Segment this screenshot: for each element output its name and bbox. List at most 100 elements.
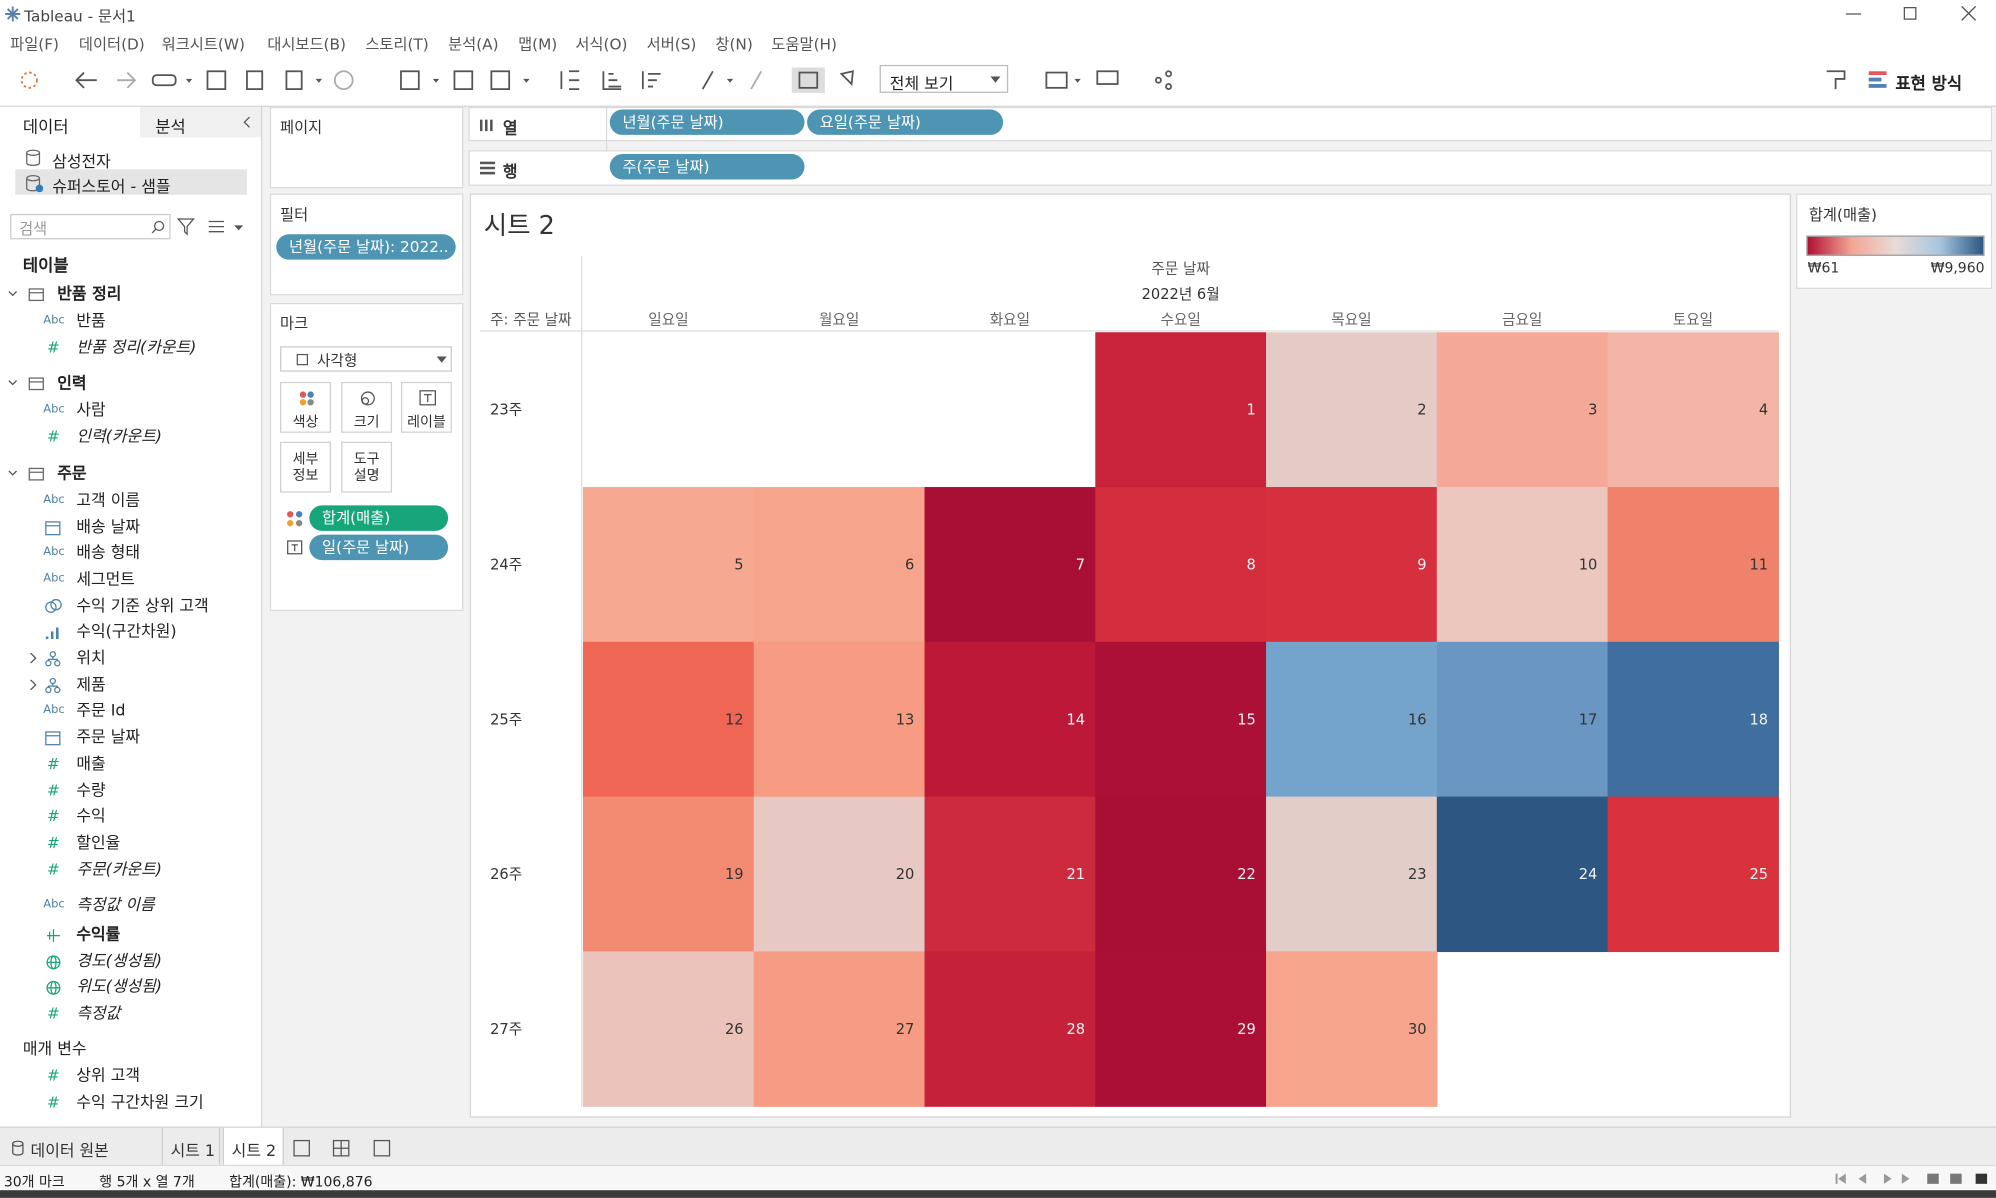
- field-type-icon: #: [47, 807, 60, 826]
- heatmap-cell: [1266, 332, 1438, 488]
- rows-icon: [479, 161, 496, 175]
- field[interactable]: # 인력(카운트): [0, 424, 255, 449]
- heatmap-cell: [1436, 487, 1609, 643]
- day-label: 22: [1237, 866, 1256, 883]
- field[interactable]: Abc 반품: [0, 308, 255, 333]
- show-me-label[interactable]: 표현 방식: [1895, 75, 1963, 95]
- field-type-icon: #: [47, 1092, 60, 1111]
- new-sheet-buttons[interactable]: [290, 1137, 405, 1160]
- menu-item[interactable]: 창(N): [715, 35, 753, 54]
- field[interactable]: 위도(생성됨): [0, 974, 255, 999]
- menu-item[interactable]: 대시보드(B): [267, 35, 346, 54]
- week-label: 23주: [490, 402, 522, 419]
- field[interactable]: 배송 날짜: [0, 514, 255, 539]
- field[interactable]: # 반품 정리(카운트): [0, 334, 255, 359]
- field[interactable]: # 수익: [0, 803, 255, 828]
- search-box[interactable]: 검색: [10, 213, 171, 240]
- field[interactable]: # 수량: [0, 777, 255, 802]
- field[interactable]: Abc 주문 Id: [0, 698, 255, 723]
- menu-item[interactable]: 워크시트(W): [161, 35, 245, 54]
- view-dropdown[interactable]: 전체 보기: [879, 64, 1009, 93]
- sheet-tab[interactable]: 시트 2: [222, 1127, 284, 1165]
- field[interactable]: Abc 배송 형태: [0, 540, 255, 565]
- title-bar: Tableau - 문서1: [0, 0, 1996, 29]
- field[interactable]: # 할인율: [0, 830, 255, 855]
- analysis-tab[interactable]: 분석: [140, 106, 261, 138]
- heatmap-cell: [583, 487, 755, 643]
- sheet-tab[interactable]: 시트 1: [161, 1127, 221, 1165]
- field-type-icon: [45, 598, 62, 613]
- heatmap: 시트 2 주문 날짜 2022년 6월주: 주문 날짜 일요일 월요일 화요일 수요일 목요일…: [479, 211, 1779, 1107]
- status-text: 합계(매출): ₩106,876: [229, 1173, 373, 1191]
- encoding-pill[interactable]: 일(주문 날짜): [309, 534, 449, 561]
- field-label: 주문 Id: [76, 700, 126, 720]
- window-controls[interactable]: [1841, 5, 1987, 23]
- field-type-icon: #: [47, 427, 60, 446]
- pane-tools[interactable]: [176, 216, 252, 236]
- tab-label: 데이터: [22, 118, 69, 138]
- menu-item[interactable]: 서식(O): [575, 35, 628, 54]
- menu-item[interactable]: 스토리(T): [365, 35, 429, 54]
- row-pill[interactable]: 주(주문 날짜): [609, 154, 805, 180]
- field[interactable]: 수익(구간차원): [0, 619, 255, 644]
- menu-item[interactable]: 데이터(D): [78, 35, 145, 54]
- field-label: 배송 날짜: [76, 516, 141, 536]
- field[interactable]: # 측정값: [0, 1001, 255, 1026]
- heatmap-cell: [1607, 641, 1779, 798]
- status-controls[interactable]: [1833, 1171, 1993, 1186]
- table-icon: [8, 288, 44, 302]
- mark-type-dropdown[interactable]: 사각형: [280, 346, 452, 372]
- mark-button[interactable]: 세부 정보: [280, 441, 331, 493]
- menu-item[interactable]: 분석(A): [448, 35, 499, 54]
- filter-pill[interactable]: 년월(주문 날짜): 2022..: [276, 234, 456, 260]
- field[interactable]: 수익률: [0, 922, 255, 947]
- heatmap-cell: [1607, 332, 1779, 488]
- field[interactable]: 수익 기준 상위 고객: [0, 593, 255, 618]
- collapse-icon[interactable]: [242, 116, 252, 129]
- datasource-tab[interactable]: 데이터 원본: [30, 1140, 109, 1160]
- menu-item[interactable]: 서버(S): [646, 35, 697, 54]
- table-header[interactable]: 인력: [0, 371, 255, 396]
- field[interactable]: # 매출: [0, 751, 255, 776]
- field[interactable]: Abc 세그먼트: [0, 566, 255, 591]
- field[interactable]: 위치: [0, 645, 255, 670]
- field-type-icon: Abc: [43, 404, 65, 417]
- mark-button[interactable]: 레이블: [400, 381, 452, 433]
- menu-item[interactable]: 맵(M): [518, 35, 558, 54]
- data-tab[interactable]: 데이터: [0, 106, 141, 138]
- expand-icon[interactable]: [28, 679, 38, 690]
- field[interactable]: Abc 측정값 이름: [0, 893, 255, 918]
- menu-item[interactable]: 파일(F): [10, 35, 60, 54]
- field[interactable]: # 주문(카운트): [0, 856, 255, 881]
- datasource-name[interactable]: 삼성전자: [52, 151, 111, 171]
- heatmap-cell: [1266, 641, 1438, 798]
- day-label: 14: [1066, 711, 1085, 728]
- expand-icon[interactable]: [28, 653, 38, 664]
- weekday-header: 화요일: [990, 312, 1030, 329]
- field[interactable]: Abc 고객 이름: [0, 487, 255, 512]
- field-label: 주문 날짜: [76, 726, 141, 747]
- table-header[interactable]: 반품 정리: [0, 281, 255, 306]
- mark-button[interactable]: 크기: [341, 381, 393, 433]
- mark-button[interactable]: 도구 설명: [341, 441, 393, 493]
- toolbar-icons[interactable]: [0, 56, 1996, 106]
- heatmap-cell: [1436, 332, 1609, 488]
- day-label: 20: [896, 866, 915, 883]
- menu-item[interactable]: 도움말(H): [771, 35, 837, 54]
- field[interactable]: 경도(생성됨): [0, 948, 255, 973]
- heatmap-cell: [1266, 796, 1438, 953]
- sheet-tab-label: 시트 2: [231, 1140, 277, 1160]
- field[interactable]: Abc 사람: [0, 398, 255, 423]
- mark-button[interactable]: 색상: [280, 381, 331, 433]
- field[interactable]: 제품: [0, 672, 255, 697]
- column-pill[interactable]: 요일(주문 날짜): [807, 109, 1004, 135]
- encoding-pill[interactable]: 합계(매출): [309, 505, 449, 531]
- heatmap-cell: [1095, 641, 1267, 798]
- table-header[interactable]: 주문: [0, 461, 255, 486]
- column-pill[interactable]: 년월(주문 날짜): [609, 109, 805, 135]
- heatmap-cell: [1266, 487, 1438, 643]
- field[interactable]: 주문 날짜: [0, 724, 255, 749]
- field[interactable]: # 상위 고객: [0, 1063, 255, 1088]
- datasource-name[interactable]: 슈퍼스토어 - 샘플: [52, 176, 171, 197]
- field[interactable]: # 수익 구간차원 크기: [0, 1089, 255, 1114]
